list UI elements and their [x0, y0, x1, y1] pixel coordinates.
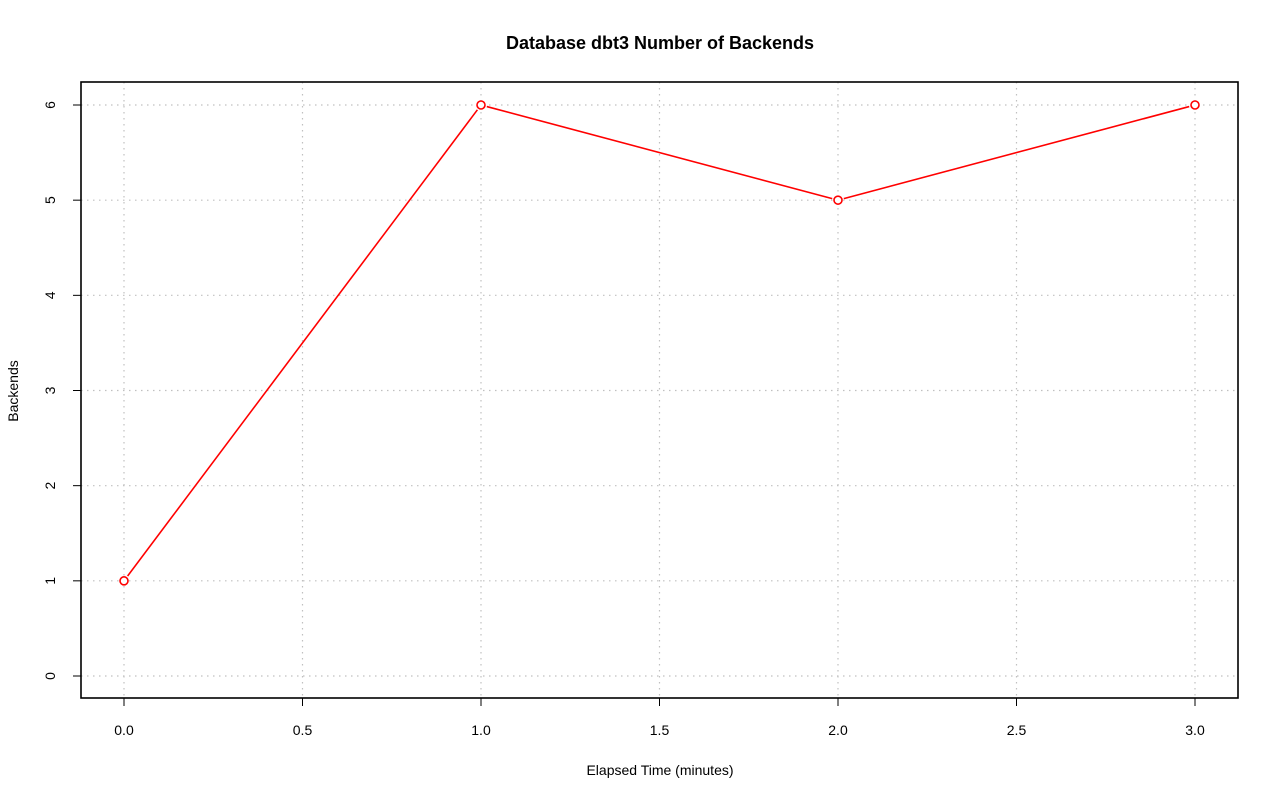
y-tick-label: 3 — [42, 386, 58, 394]
chart-title: Database dbt3 Number of Backends — [506, 33, 814, 53]
y-tick-label: 4 — [42, 291, 58, 299]
y-axis: 0 1 2 3 4 5 6 — [42, 101, 81, 680]
x-axis: 0.0 0.5 1.0 1.5 2.0 2.5 3.0 — [114, 698, 1205, 738]
series-line-segment — [126, 109, 479, 577]
x-tick-label: 1.5 — [650, 722, 670, 738]
data-point — [476, 100, 486, 110]
series-line-segment — [843, 105, 1190, 200]
grid — [81, 82, 1238, 698]
y-tick-label: 0 — [42, 672, 58, 680]
x-tick-label: 0.0 — [114, 722, 134, 738]
data-point — [833, 195, 843, 205]
y-tick-label: 6 — [42, 101, 58, 109]
x-tick-label: 2.5 — [1007, 722, 1027, 738]
y-tick-label: 2 — [42, 482, 58, 490]
plot-frame — [80, 81, 1239, 699]
y-axis-label: Backends — [5, 360, 21, 421]
x-tick-label: 1.0 — [471, 722, 491, 738]
series-line-segment — [486, 105, 833, 200]
data-point — [1190, 100, 1200, 110]
x-tick-label: 0.5 — [293, 722, 313, 738]
y-tick-label: 1 — [42, 577, 58, 585]
series — [119, 100, 1200, 586]
data-point — [119, 576, 129, 586]
x-axis-label: Elapsed Time (minutes) — [586, 762, 733, 778]
x-tick-label: 3.0 — [1185, 722, 1205, 738]
x-tick-label: 2.0 — [828, 722, 848, 738]
y-tick-label: 5 — [42, 196, 58, 204]
